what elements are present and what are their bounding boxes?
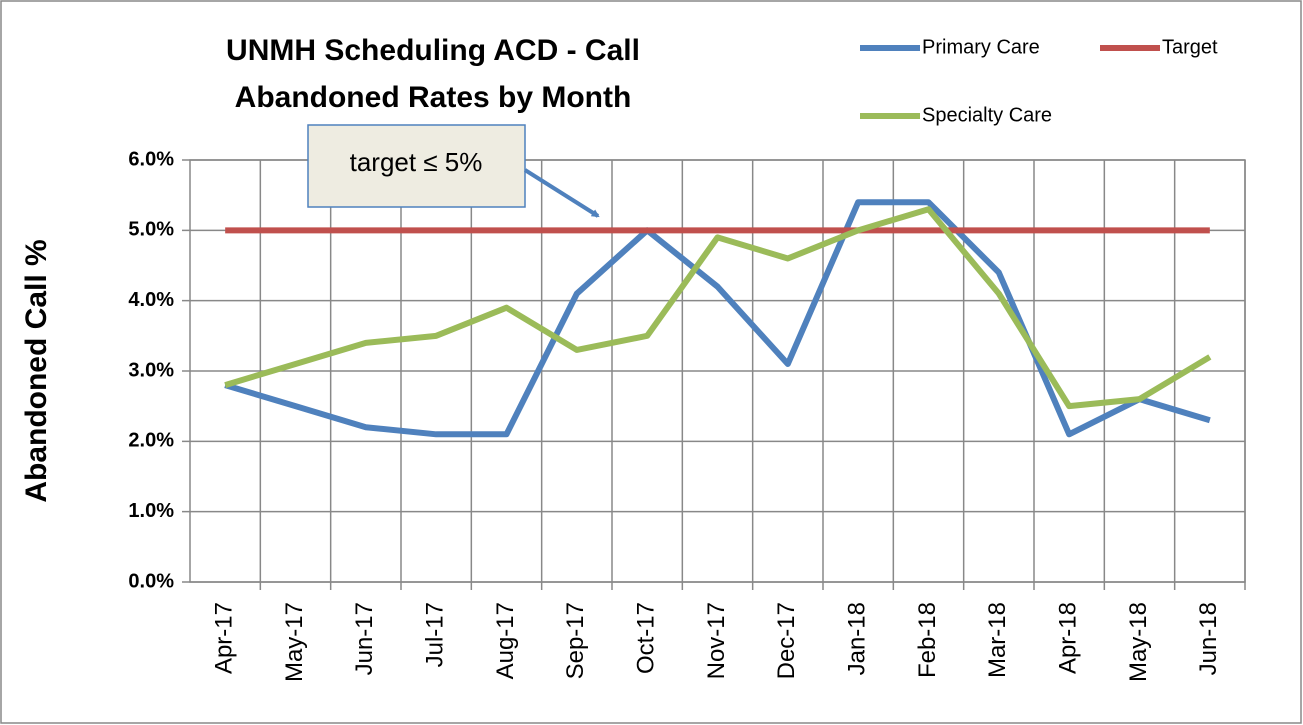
y-tick-label: 2.0% — [128, 430, 174, 452]
x-tick-label: Apr-17 — [211, 602, 238, 674]
x-tick-label: Sep-17 — [562, 602, 589, 679]
series-line — [224, 206, 1212, 410]
legend-label: Specialty Care — [922, 104, 1052, 126]
annotation-arrow — [523, 168, 600, 218]
y-tick-label: 6.0% — [128, 148, 174, 170]
x-tick-label: Aug-17 — [492, 602, 519, 679]
legend-label: Primary Care — [922, 36, 1040, 58]
x-tick-label: Mar-18 — [984, 602, 1011, 678]
annotation-box — [307, 124, 526, 208]
y-tick-label: 4.0% — [128, 289, 174, 311]
y-tick-label: 3.0% — [128, 359, 174, 381]
x-tick-label: Oct-17 — [633, 602, 660, 674]
x-tick-label: Jun-17 — [351, 602, 378, 675]
chart-title: Abandoned Rates by Month — [235, 81, 632, 114]
annotation: target ≤ 5% — [350, 147, 483, 177]
y-tick-label: 0.0% — [128, 570, 174, 592]
y-tick-label: 5.0% — [128, 219, 174, 241]
x-tick-label: Dec-17 — [773, 602, 800, 679]
x-tick-label: May-17 — [281, 602, 308, 682]
x-tick-label: Feb-18 — [914, 602, 941, 678]
y-axis-label: Abandoned Call % — [20, 239, 53, 502]
x-tick-label: May-18 — [1125, 602, 1152, 682]
y-tick-label: 1.0% — [128, 500, 174, 522]
chart-title: UNMH Scheduling ACD - Call — [226, 34, 640, 67]
legend-label: Target — [1162, 36, 1218, 58]
x-tick-label: Jul-17 — [422, 602, 449, 667]
x-tick-label: Nov-17 — [703, 602, 730, 679]
series-line — [224, 199, 1211, 438]
x-tick-label: Apr-18 — [1055, 602, 1082, 674]
x-tick-label: Jan-18 — [844, 602, 871, 675]
x-tick-label: Jun-18 — [1195, 602, 1222, 675]
